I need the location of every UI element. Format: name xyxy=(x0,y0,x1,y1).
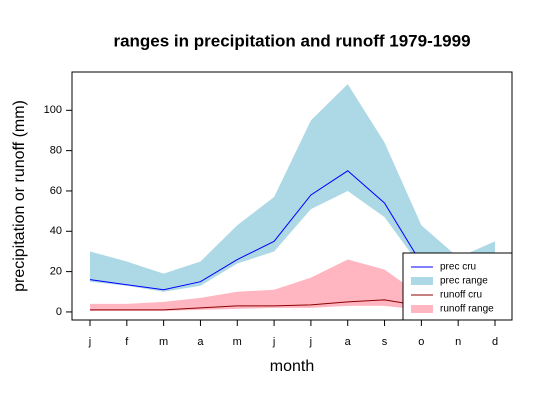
plot-frame xyxy=(71,71,513,321)
x-tick-label: j xyxy=(88,336,91,348)
x-tick-label: a xyxy=(197,336,204,348)
range-band xyxy=(90,84,495,292)
y-tick-label: 0 xyxy=(56,306,62,318)
legend-label: runoff range xyxy=(440,304,494,315)
x-axis-label: month xyxy=(270,358,314,375)
legend-label: prec range xyxy=(440,276,488,287)
legend-label: runoff cru xyxy=(440,290,482,301)
x-tick-label: n xyxy=(455,336,461,348)
legend-swatch xyxy=(411,277,433,285)
legend-swatch xyxy=(411,305,433,313)
x-tick-label: f xyxy=(125,336,129,348)
y-tick-label: 40 xyxy=(50,225,62,237)
x-tick-label: m xyxy=(233,336,242,348)
x-tick-label: s xyxy=(382,336,388,348)
x-tick-label: j xyxy=(309,336,312,348)
x-tick-label: o xyxy=(418,336,424,348)
y-tick-label: 60 xyxy=(50,185,62,197)
x-tick-label: m xyxy=(159,336,168,348)
y-tick-label: 100 xyxy=(44,104,62,116)
range-band xyxy=(90,259,495,311)
x-tick-label: d xyxy=(492,336,498,348)
chart-title: ranges in precipitation and runoff 1979-… xyxy=(113,31,470,50)
legend-label: prec cru xyxy=(440,262,476,273)
y-tick-label: 80 xyxy=(50,145,62,157)
x-tick-label: j xyxy=(272,336,275,348)
y-tick-label: 20 xyxy=(50,266,62,278)
y-axis-label: precipitation or runoff (mm) xyxy=(11,100,28,292)
x-tick-label: a xyxy=(345,336,352,348)
legend: prec cru prec range runoff cru runoff range xyxy=(402,252,513,321)
